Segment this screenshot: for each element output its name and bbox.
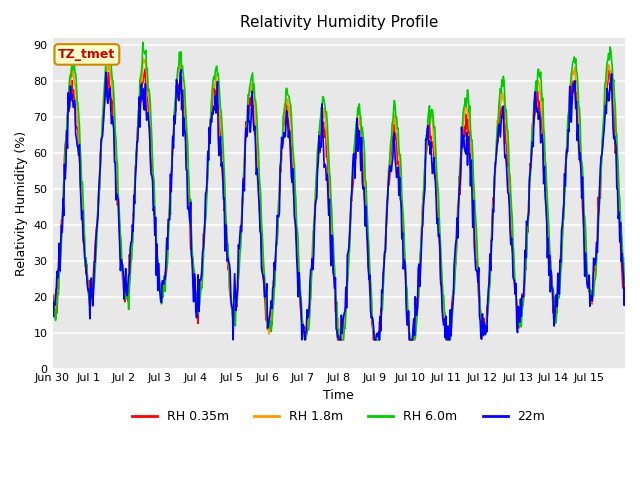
Title: Relativity Humidity Profile: Relativity Humidity Profile	[239, 15, 438, 30]
X-axis label: Time: Time	[323, 389, 354, 402]
Y-axis label: Relativity Humidity (%): Relativity Humidity (%)	[15, 131, 28, 276]
Legend: RH 0.35m, RH 1.8m, RH 6.0m, 22m: RH 0.35m, RH 1.8m, RH 6.0m, 22m	[127, 406, 550, 428]
Text: TZ_tmet: TZ_tmet	[58, 48, 115, 61]
